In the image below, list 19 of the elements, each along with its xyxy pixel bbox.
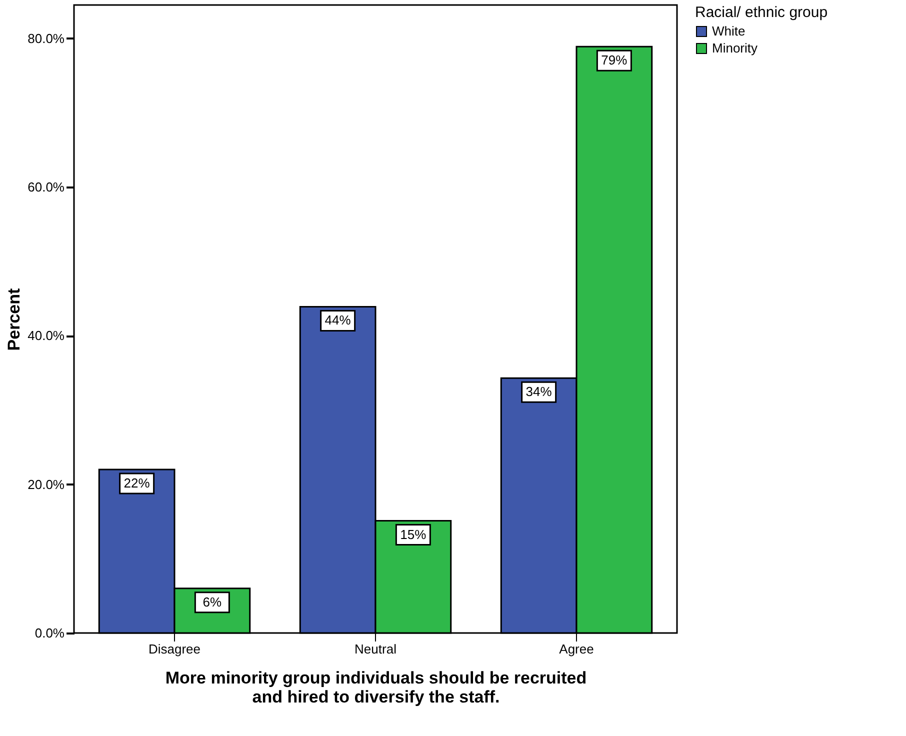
data-label: 79% — [601, 52, 628, 68]
x-tick-label: Agree — [559, 642, 594, 656]
y-tick-label: 80.0% — [28, 30, 65, 46]
legend-label: White — [712, 24, 746, 38]
y-tick-label: 60.0% — [28, 180, 65, 195]
x-tick-label: Disagree — [148, 642, 201, 656]
data-label: 6% — [202, 594, 222, 610]
y-axis-title: Percent — [4, 288, 24, 351]
legend-title: Racial/ ethnic group — [695, 4, 828, 21]
data-label: 44% — [324, 312, 352, 328]
legend-label: Minority — [712, 40, 758, 56]
y-tick-label: 0.0% — [34, 626, 65, 640]
y-tick-label: 40.0% — [28, 328, 65, 344]
x-axis-title: More minority group individuals should be recruited and hired to diversify the staff. — [165, 668, 587, 706]
x-tick-label: Neutral — [354, 642, 397, 656]
y-tick-label: 20.0% — [28, 476, 65, 492]
data-label: 34% — [526, 384, 552, 400]
data-label: 15% — [400, 526, 427, 542]
data-label: 22% — [124, 475, 150, 490]
